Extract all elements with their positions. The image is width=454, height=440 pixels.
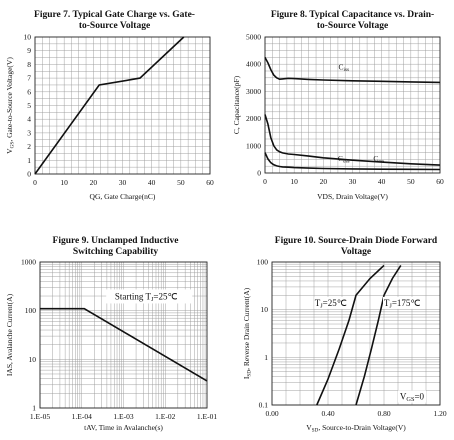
plot-frame: [39, 261, 208, 409]
series-line-tj-175-: [355, 264, 402, 406]
y-tick-label: 5000: [246, 33, 261, 42]
grid: [35, 37, 210, 174]
y-tick-label: 1000: [246, 141, 261, 150]
x-tick-label: 60: [436, 177, 444, 186]
y-axis-label: VGS, Gate-to-Source Voltage(V): [5, 57, 16, 154]
annotation-bg: [106, 289, 193, 304]
x-tick-label: 10: [60, 178, 68, 187]
annotation-label: VGS=0: [400, 392, 425, 404]
chart-8: Figure 8. Typical Capacitance vs. Drain-…: [232, 10, 444, 201]
x-tick-label: 1.20: [433, 409, 446, 418]
x-tick-label: 20: [320, 177, 328, 186]
y-tick-label: 0.1: [259, 401, 269, 410]
chart-title: Figure 9. Unclamped Inductive: [53, 236, 179, 246]
x-tick-label: 50: [177, 178, 185, 187]
chart-title: Switching Capability: [73, 247, 159, 257]
annotation-label: Ciss: [338, 63, 349, 74]
y-axis-label: IAS, Avalanche Current(A): [5, 293, 14, 376]
x-tick-label: 60: [206, 178, 214, 187]
chart-title: to-Source Voltage: [79, 21, 150, 31]
y-tick-label: 100: [25, 306, 37, 315]
series-line-tj-25-: [316, 264, 385, 406]
chart-title: Voltage: [341, 247, 371, 257]
x-tick-label: 1.E-02: [155, 412, 175, 421]
x-tick-label: 50: [407, 177, 415, 186]
y-tick-label: 2000: [246, 114, 261, 123]
x-axis-label: QG, Gate Charge(nC): [90, 192, 156, 201]
x-tick-label: 20: [90, 178, 98, 187]
y-tick-label: 100: [257, 258, 269, 267]
chart-title: to-Source Voltage: [317, 21, 388, 31]
x-tick-label: 0: [263, 177, 267, 186]
x-tick-label: 0.80: [377, 409, 390, 418]
y-tick-label: 0: [257, 169, 261, 178]
series-line-ciss: [264, 57, 441, 84]
x-axis-label: VSD, Source-to-Drain Voltage(V): [306, 423, 406, 434]
y-axis-label: C, Capacitance(pF): [232, 75, 241, 134]
annotation-label: TJ=25℃: [315, 298, 347, 310]
y-axis-label: ISD, Reverse Drain Current(A): [242, 287, 253, 379]
chart-title: Figure 10. Source-Drain Diode Forward: [275, 236, 438, 246]
x-tick-label: 30: [119, 178, 127, 187]
chart-title: Figure 7. Typical Gate Charge vs. Gate-: [34, 10, 195, 20]
x-tick-label: 40: [148, 178, 156, 187]
y-tick-label: 10: [24, 33, 32, 42]
x-tick-label: 0: [33, 178, 37, 187]
y-tick-label: 1: [264, 353, 268, 362]
annotation-label: Coss: [338, 154, 350, 165]
y-tick-label: 10: [261, 305, 269, 314]
y-tick-label: 6: [27, 87, 31, 96]
x-tick-label: 40: [378, 177, 386, 186]
y-tick-label: 0: [27, 170, 31, 179]
annotation-bg: [383, 296, 422, 309]
chart-title: Figure 8. Typical Capacitance vs. Drain-: [271, 10, 434, 20]
grid: [265, 37, 440, 173]
plot-frame: [34, 36, 211, 175]
x-tick-label: 1.E-01: [197, 412, 217, 421]
x-axis-label: tAV, Time in Avalanche(s): [84, 423, 163, 432]
y-tick-label: 1: [32, 404, 36, 413]
series-line-0: [34, 36, 185, 175]
x-tick-label: 30: [349, 177, 357, 186]
series-line-coss: [264, 114, 441, 166]
plot-frame: [264, 36, 441, 174]
y-tick-label: 3: [27, 128, 31, 137]
y-tick-label: 3000: [246, 87, 261, 96]
grid: [272, 262, 440, 406]
annotation-bg: [314, 296, 348, 309]
x-tick-label: 10: [290, 177, 298, 186]
y-tick-label: 8: [27, 60, 31, 69]
y-tick-label: 4000: [246, 60, 261, 69]
annotation-label: Starting TJ=25℃: [115, 291, 178, 303]
series-line-crss: [264, 152, 441, 171]
y-tick-label: 10: [29, 355, 37, 364]
x-tick-label: 1.E-05: [30, 412, 50, 421]
annotation-label: TJ=175℃: [384, 298, 421, 310]
chart-10: Figure 10. Source-Drain Diode ForwardVol…: [242, 236, 447, 434]
y-tick-label: 2: [27, 142, 31, 151]
chart-7: Figure 7. Typical Gate Charge vs. Gate-t…: [5, 10, 214, 201]
annotation-label: Crss: [373, 154, 384, 165]
y-tick-label: 9: [27, 46, 31, 55]
y-tick-label: 4: [27, 115, 31, 124]
x-axis-label: VDS, Drain Voltage(V): [317, 192, 388, 201]
x-tick-label: 0.40: [321, 409, 334, 418]
grid: [39, 262, 207, 409]
series-line-0: [40, 307, 208, 382]
y-tick-label: 5: [27, 101, 31, 110]
x-tick-label: 1.E-04: [72, 412, 92, 421]
x-tick-label: 0.00: [265, 409, 278, 418]
annotation-bg: [398, 390, 426, 403]
x-tick-label: 1.E-03: [113, 412, 133, 421]
y-tick-label: 1: [27, 156, 31, 165]
y-tick-label: 7: [27, 74, 31, 83]
y-tick-label: 1000: [21, 258, 36, 267]
